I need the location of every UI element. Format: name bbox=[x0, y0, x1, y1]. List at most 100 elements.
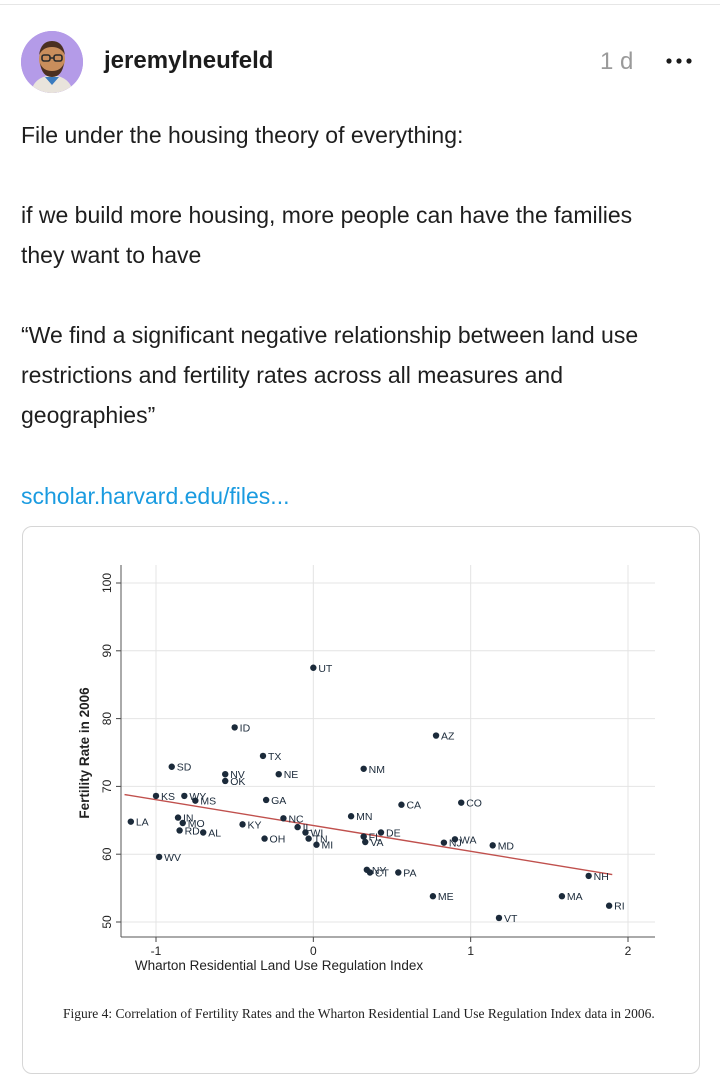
x-tick-label: 2 bbox=[625, 944, 632, 958]
post-text-paragraph-3: “We find a significant negative relation… bbox=[21, 322, 639, 428]
data-point-mn bbox=[347, 813, 355, 820]
data-label-la: LA bbox=[136, 817, 149, 829]
data-label-ms: MS bbox=[200, 796, 216, 808]
data-point-nc bbox=[280, 815, 287, 822]
avatar-illustration bbox=[21, 31, 83, 93]
x-tick-label: -1 bbox=[151, 944, 162, 958]
data-label-ok: OK bbox=[230, 776, 245, 788]
data-point-co bbox=[458, 799, 465, 806]
avatar[interactable] bbox=[21, 31, 83, 93]
y-tick-label: 80 bbox=[100, 712, 114, 726]
y-tick-label: 50 bbox=[100, 915, 114, 929]
data-label-al: AL bbox=[208, 828, 221, 840]
data-label-nj: NJ bbox=[449, 838, 462, 850]
more-icon[interactable] bbox=[664, 46, 694, 76]
data-label-ny: NY bbox=[372, 865, 387, 877]
data-point-ca bbox=[398, 801, 405, 808]
data-point-de bbox=[377, 829, 385, 836]
data-point-nm bbox=[360, 765, 367, 772]
data-point-mi bbox=[313, 841, 320, 848]
axes-layer: 50 60 70 80 90 100 -1 0 1 2 bbox=[100, 565, 655, 958]
author-username[interactable]: jeremylneufeld bbox=[104, 47, 274, 74]
data-label-ks: KS bbox=[161, 791, 175, 803]
data-point-in bbox=[174, 814, 182, 821]
x-tick-label: 0 bbox=[310, 944, 317, 958]
data-point-az bbox=[432, 732, 440, 739]
data-point-fl bbox=[360, 833, 367, 840]
data-point-ut bbox=[310, 664, 317, 671]
data-label-ca: CA bbox=[406, 800, 421, 812]
data-label-ct: CT bbox=[375, 868, 390, 880]
data-point-mo bbox=[179, 819, 186, 827]
data-point-ri bbox=[605, 902, 613, 909]
data-label-nm: NM bbox=[369, 764, 385, 776]
data-point-wv bbox=[155, 853, 163, 861]
data-point-rd bbox=[176, 827, 183, 834]
data-point-tn bbox=[305, 835, 312, 842]
y-tick-label: 100 bbox=[100, 573, 114, 593]
data-point-me bbox=[429, 893, 437, 900]
data-label-me: ME bbox=[438, 891, 454, 903]
data-label-nh: NH bbox=[594, 871, 609, 883]
y-axis-label: Fertility Rate in 2006 bbox=[77, 687, 92, 819]
data-label-nc: NC bbox=[288, 813, 304, 825]
data-point-ky bbox=[239, 821, 246, 828]
post-text-paragraph-2: if we build more housing, more people ca… bbox=[21, 202, 633, 268]
data-point-va bbox=[362, 838, 369, 846]
data-label-va: VA bbox=[370, 837, 383, 849]
data-point-ks bbox=[152, 792, 160, 800]
data-point-il bbox=[294, 823, 301, 831]
data-label-ut: UT bbox=[318, 663, 333, 675]
data-label-az: AZ bbox=[441, 731, 455, 743]
data-point-nv bbox=[222, 770, 229, 778]
data-point-tx bbox=[259, 752, 267, 760]
data-label-pa: PA bbox=[403, 868, 416, 880]
grid-layer bbox=[121, 565, 655, 937]
data-label-il: IL bbox=[303, 822, 312, 834]
y-tick-label: 60 bbox=[100, 847, 114, 861]
data-label-oh: OH bbox=[270, 834, 286, 846]
data-point-wi bbox=[302, 829, 309, 836]
data-label-fl: FL bbox=[369, 832, 381, 844]
post-link[interactable]: scholar.harvard.edu/files... bbox=[21, 483, 290, 509]
data-label-wv: WV bbox=[164, 852, 181, 864]
data-point-vt bbox=[495, 914, 503, 922]
data-label-de: DE bbox=[386, 828, 401, 840]
data-label-tx: TX bbox=[268, 751, 281, 763]
trendline-layer bbox=[124, 793, 613, 876]
data-point-ma bbox=[558, 893, 566, 900]
data-label-mn: MN bbox=[356, 811, 372, 823]
attached-figure-card[interactable]: 50 60 70 80 90 100 -1 0 1 2 UT ID AZ TX SD NM NV OK NE KS W… bbox=[22, 526, 700, 1074]
figure-caption: Figure 4: Correlation of Fertility Rates… bbox=[63, 1006, 655, 1021]
data-label-mi: MI bbox=[321, 840, 333, 852]
data-point-nh bbox=[585, 872, 592, 880]
data-label-mo: MO bbox=[188, 818, 205, 830]
data-point-al bbox=[200, 829, 207, 836]
data-point-md bbox=[489, 842, 496, 849]
data-point-la bbox=[127, 818, 135, 825]
data-point-sd bbox=[168, 763, 175, 770]
data-point-ok bbox=[222, 777, 229, 785]
post-age: 1 d bbox=[600, 48, 634, 75]
data-label-vt: VT bbox=[504, 913, 518, 925]
data-point-oh bbox=[261, 835, 268, 842]
plot-background bbox=[121, 565, 655, 937]
x-tick-label: 1 bbox=[467, 944, 474, 958]
more-icon-glyph bbox=[666, 58, 692, 64]
data-label-md: MD bbox=[498, 840, 515, 852]
data-label-ga: GA bbox=[271, 795, 286, 807]
x-axis-label: Wharton Residential Land Use Regulation … bbox=[135, 958, 423, 973]
top-divider bbox=[0, 0, 720, 5]
data-point-ne bbox=[275, 770, 282, 778]
data-label-sd: SD bbox=[177, 762, 192, 774]
data-label-wa: WA bbox=[460, 834, 477, 846]
y-tick-label: 70 bbox=[100, 779, 114, 793]
data-label-ne: NE bbox=[284, 769, 299, 781]
data-point-wa bbox=[451, 836, 459, 843]
data-point-wy bbox=[181, 792, 188, 800]
data-point-ga bbox=[262, 796, 270, 804]
data-label-ri: RI bbox=[614, 901, 625, 913]
data-point-nj bbox=[440, 839, 448, 846]
data-label-ky: KY bbox=[248, 819, 262, 831]
